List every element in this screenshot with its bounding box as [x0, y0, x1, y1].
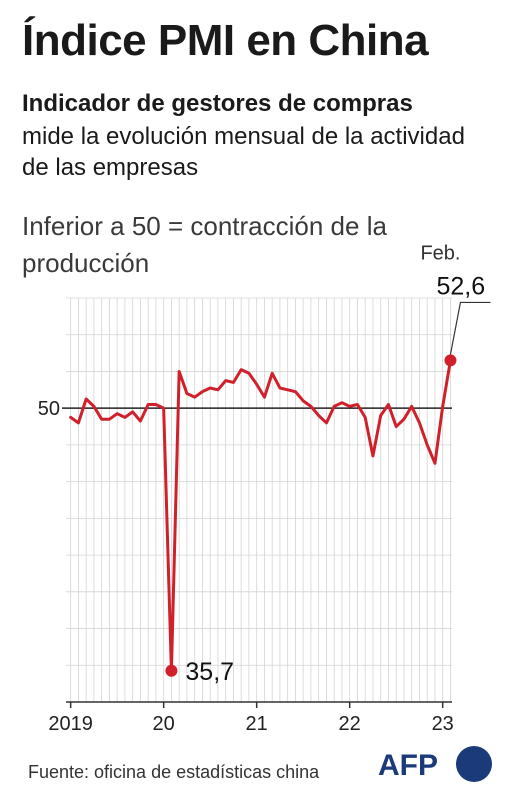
annotation-point-last: [444, 354, 457, 367]
data-point: [123, 416, 126, 419]
annotation-label-month: Feb.: [420, 242, 460, 264]
data-point: [402, 418, 405, 421]
x-tick-label: 22: [339, 713, 361, 735]
data-point: [232, 381, 235, 384]
data-point: [418, 421, 421, 424]
data-point: [309, 405, 312, 408]
afp-logo: AFP: [378, 746, 492, 782]
annotation-label-last: 52,6: [436, 272, 485, 300]
data-point: [395, 425, 398, 428]
data-point: [154, 403, 157, 406]
data-point: [294, 390, 297, 393]
annotation-label-min: 35,7: [185, 658, 234, 686]
data-point: [224, 379, 227, 382]
data-point: [77, 421, 80, 424]
x-tick-label: 2019: [48, 713, 93, 735]
data-point: [286, 388, 289, 391]
chart-title: Índice PMI en China: [22, 16, 429, 65]
data-point: [69, 416, 72, 419]
data-point: [356, 403, 359, 406]
data-point: [209, 386, 212, 389]
data-point: [193, 396, 196, 399]
data-point: [379, 414, 382, 417]
x-tick-label: 23: [432, 713, 454, 735]
data-point: [340, 401, 343, 404]
data-point: [185, 392, 188, 395]
data-point: [85, 398, 88, 401]
data-point: [263, 396, 266, 399]
data-point: [147, 403, 150, 406]
x-tick-label: 20: [153, 713, 175, 735]
data-point: [426, 443, 429, 446]
series-line-pmi: [69, 358, 452, 673]
data-point: [371, 454, 374, 457]
data-point: [108, 418, 111, 421]
annotation-point-min: [165, 664, 178, 677]
data-point: [302, 399, 305, 402]
data-point: [441, 405, 444, 408]
data-point: [247, 372, 250, 375]
chart-subtitle-bold: Indicador de gestores de compras: [22, 90, 413, 117]
data-point: [216, 388, 219, 391]
chart-note: Inferior a 50 = contracción de la produc…: [22, 211, 387, 278]
data-point: [271, 372, 274, 375]
data-point: [325, 421, 328, 424]
annotation-leader-line: [449, 301, 491, 355]
chart-subtitle-description: mide la evolución mensual de la activida…: [22, 123, 465, 181]
data-point: [348, 405, 351, 408]
data-point: [317, 414, 320, 417]
data-point: [278, 386, 281, 389]
data-point: [410, 405, 413, 408]
data-point: [333, 405, 336, 408]
data-point: [201, 390, 204, 393]
y-tick-label-50: 50: [38, 398, 60, 420]
data-point: [162, 407, 165, 410]
x-tick-label: 21: [246, 713, 268, 735]
data-point: [433, 462, 436, 465]
data-point: [240, 368, 243, 371]
data-point: [116, 412, 119, 415]
data-point: [139, 420, 142, 423]
svg-text:AFP: AFP: [378, 749, 438, 782]
data-point: [364, 416, 367, 419]
data-point: [255, 383, 258, 386]
data-point: [178, 370, 181, 373]
data-point: [92, 405, 95, 408]
data-point: [100, 418, 103, 421]
data-point: [387, 403, 390, 406]
data-point: [131, 410, 134, 413]
source-note: Fuente: oficina de estadísticas china: [28, 762, 320, 782]
